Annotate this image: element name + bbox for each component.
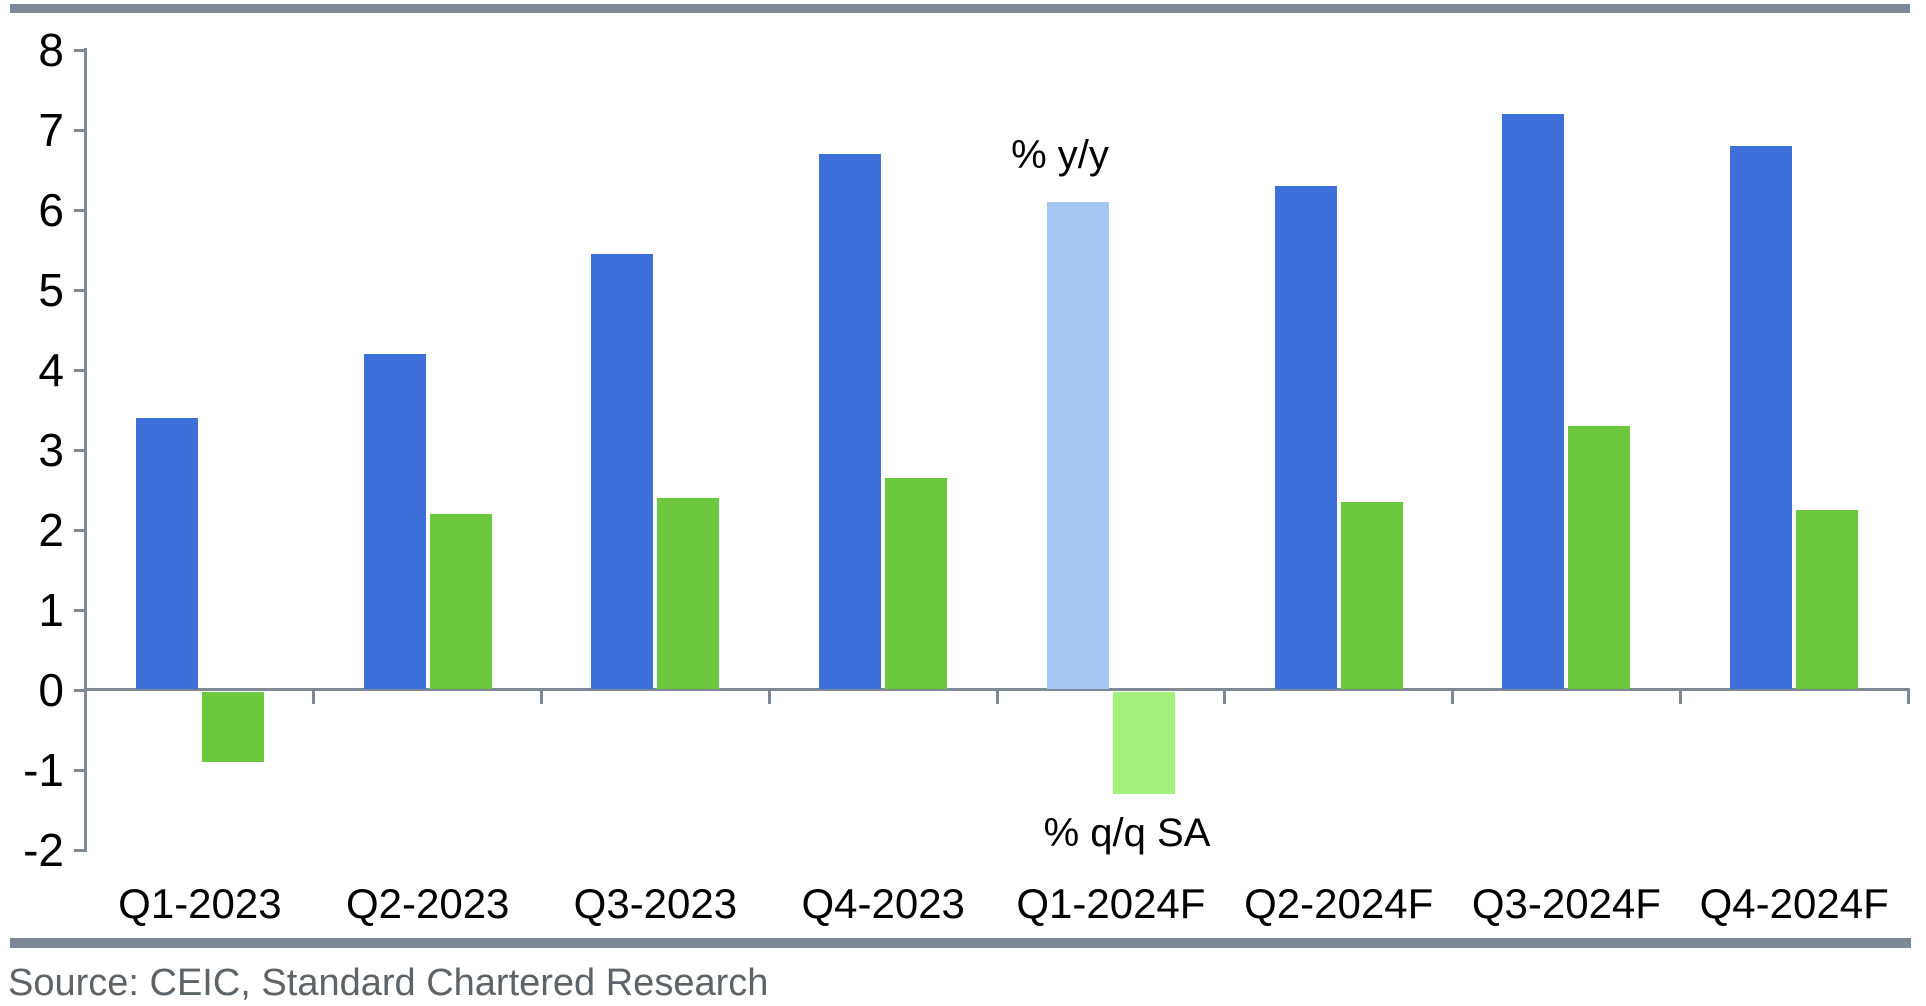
bar-qoq-q2-2023: [429, 514, 492, 689]
x-label-q2-2024f: Q2-2024F: [1244, 880, 1434, 927]
y-tick-1: [74, 609, 86, 612]
y-tick-label-1: 1: [38, 584, 64, 636]
bar-qoq-q4-2024f: [1796, 510, 1859, 689]
y-tick-3: [74, 449, 86, 452]
series-label-qoq: % q/q SA: [1043, 811, 1211, 855]
bar-qoq-q1-2024f: [1112, 692, 1175, 794]
category-boundary-tick: [1451, 691, 1454, 704]
category-boundary-tick: [1906, 691, 1910, 704]
y-tick-label-2: 2: [38, 504, 64, 556]
bar-qoq-q4-2023: [885, 478, 948, 689]
bar-yoy-q1-2024f: [1046, 202, 1109, 689]
bar-qoq-q2-2024f: [1340, 502, 1403, 689]
category-boundary-tick: [1678, 691, 1682, 704]
bar-qoq-q1-2023: [201, 692, 264, 762]
y-tick-label-0: 0: [38, 664, 64, 716]
y-tick--2: [74, 849, 86, 852]
bar-yoy-q3-2023: [591, 254, 654, 689]
x-axis-line: [84, 688, 1910, 691]
top-divider: [10, 4, 1910, 13]
y-tick-label-6: 6: [38, 184, 64, 236]
bar-yoy-q4-2024f: [1730, 146, 1793, 689]
y-tick-5: [74, 289, 86, 292]
y-tick-0: [74, 689, 86, 692]
bar-yoy-q2-2023: [363, 354, 426, 689]
category-boundary-tick: [767, 691, 771, 704]
category-boundary-tick: [540, 691, 543, 704]
y-tick-label-4: 4: [38, 344, 64, 396]
series-label-yoy: % y/y: [1011, 133, 1109, 177]
bar-qoq-q3-2024f: [1568, 426, 1631, 689]
bar-yoy-q1-2023: [135, 418, 198, 689]
x-label-q3-2024f: Q3-2024F: [1471, 880, 1661, 927]
x-label-q2-2023: Q2-2023: [345, 880, 510, 927]
x-label-q3-2023: Q3-2023: [573, 880, 738, 927]
y-tick-4: [74, 369, 86, 372]
bar-yoy-q2-2024f: [1274, 186, 1337, 689]
x-label-q4-2023: Q4-2023: [801, 880, 965, 927]
bottom-divider: [10, 938, 1911, 948]
bar-yoy-q3-2024f: [1502, 114, 1565, 689]
y-tick-label-7: 7: [38, 104, 64, 156]
y-tick-label--1: -1: [23, 744, 64, 796]
y-tick-label-5: 5: [38, 264, 64, 316]
y-tick-8: [74, 49, 86, 52]
y-tick-label-3: 3: [38, 424, 64, 476]
x-label-q1-2024f: Q1-2024F: [1016, 880, 1206, 927]
source-note: Source: CEIC, Standard Chartered Researc…: [8, 962, 769, 1004]
category-boundary-tick: [1223, 691, 1227, 704]
y-tick-2: [74, 529, 86, 532]
y-tick-label--2: -2: [23, 824, 64, 876]
bar-qoq-q3-2023: [657, 498, 720, 689]
y-tick-6: [74, 209, 86, 212]
y-tick--1: [74, 769, 86, 772]
category-boundary-tick: [995, 691, 999, 704]
y-tick-label-8: 8: [38, 24, 64, 76]
category-boundary-tick: [312, 691, 316, 704]
x-label-q4-2024f: Q4-2024F: [1699, 880, 1889, 927]
x-label-q1-2023: Q1-2023: [118, 880, 282, 927]
bar-yoy-q4-2023: [819, 154, 882, 689]
y-tick-7: [74, 129, 86, 132]
